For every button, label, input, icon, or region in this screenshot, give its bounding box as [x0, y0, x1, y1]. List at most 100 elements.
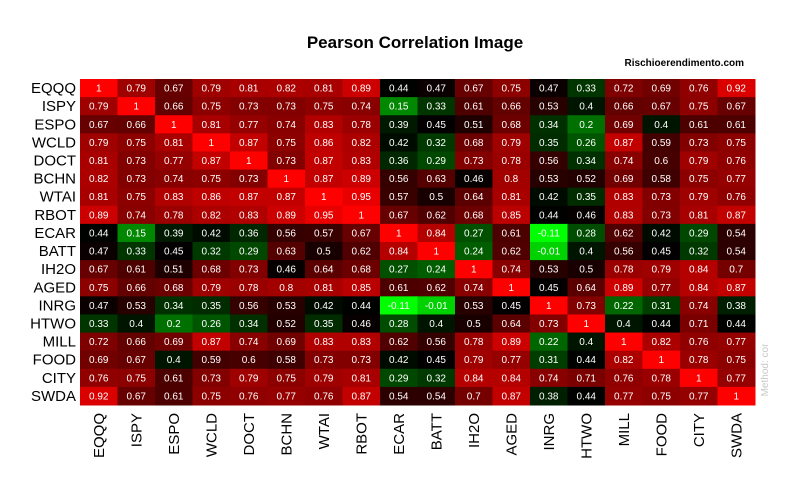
heatmap-cell — [155, 133, 193, 152]
cell-value-label: -0.01 — [537, 247, 560, 258]
cell-value-label: 0.79 — [314, 373, 334, 384]
heatmap-cell — [567, 133, 606, 152]
row-label: FOOD — [33, 352, 76, 369]
heatmap-cell — [567, 115, 606, 134]
cell-value-label: 0.67 — [389, 210, 409, 221]
heatmap-cell — [605, 79, 643, 98]
cell-value-label: 0.73 — [202, 373, 222, 384]
heatmap-cell — [342, 278, 381, 297]
cell-value-label: 0.22 — [539, 337, 559, 348]
cell-value-label: 0.89 — [502, 337, 522, 348]
cell-value-label: 0.84 — [464, 373, 484, 384]
cell-value-label: 0.39 — [164, 228, 184, 239]
heatmap-cell — [80, 97, 118, 116]
heatmap-cell — [305, 350, 343, 370]
heatmap-cell — [305, 169, 343, 189]
heatmap-cell — [530, 97, 568, 116]
cell-value-label: 0.76 — [314, 391, 334, 402]
row-label: RBOT — [34, 207, 76, 224]
cell-value-label: 0.79 — [464, 355, 484, 366]
row-label: SWDA — [31, 388, 76, 405]
cell-value-label: 0.64 — [502, 319, 522, 330]
heatmap-cell — [492, 97, 531, 116]
heatmap-cell — [117, 169, 156, 189]
heatmap-cell — [530, 151, 568, 171]
row-label: ESPO — [34, 116, 76, 133]
cell-value-label: -0.11 — [388, 301, 410, 312]
cell-value-label: 0.92 — [727, 84, 747, 95]
heatmap-cell — [680, 332, 718, 352]
cell-value-label: 0.67 — [89, 120, 109, 131]
heatmap-cell — [530, 278, 568, 297]
heatmap-cell — [80, 115, 118, 134]
heatmap-cell — [492, 278, 531, 297]
cell-value-label: 0.42 — [389, 355, 409, 366]
heatmap-cell — [567, 79, 606, 98]
cell-value-label: 0.82 — [352, 138, 372, 149]
heatmap-cell — [267, 97, 306, 116]
heatmap-cell — [642, 296, 681, 315]
cell-value-label: 0.83 — [614, 210, 634, 221]
cell-value-label: 0.2 — [167, 319, 181, 330]
cell-value-label: 0.87 — [239, 192, 259, 203]
heatmap-cell — [380, 187, 418, 207]
heatmap-cell — [155, 278, 193, 297]
cell-value-label: 0.47 — [89, 301, 109, 312]
cell-value-label: 0.4 — [579, 337, 593, 348]
cell-value-label: 0.83 — [352, 337, 372, 348]
cell-value-label: 0.66 — [502, 102, 522, 113]
cell-value-label: 0.42 — [389, 138, 409, 149]
heatmap-cell — [567, 242, 606, 261]
cell-value-label: 0.33 — [427, 102, 447, 113]
heatmap-cell — [117, 314, 156, 334]
heatmap-cell — [567, 350, 606, 370]
source-label: Rischioerendimento.com — [625, 58, 745, 69]
heatmap-cell — [455, 368, 493, 388]
heatmap-cell — [605, 350, 643, 370]
heatmap-cell — [305, 314, 343, 334]
heatmap-cell — [155, 368, 193, 388]
cell-value-label: 0.53 — [127, 301, 147, 312]
heatmap-cell — [717, 169, 756, 189]
heatmap-cell — [717, 350, 756, 370]
cell-value-label: 0.77 — [239, 120, 259, 131]
heatmap-cell — [342, 314, 381, 334]
cell-value-label: 0.34 — [164, 301, 184, 312]
heatmap-cell — [117, 187, 156, 207]
cell-value-label: 0.52 — [577, 174, 597, 185]
heatmap-cell — [192, 278, 231, 297]
heatmap-cell — [417, 151, 456, 171]
heatmap-cell — [455, 97, 493, 116]
cell-value-label: 0.81 — [89, 156, 109, 167]
heatmap-cell — [230, 296, 268, 315]
cell-value-label: 0.72 — [89, 337, 109, 348]
heatmap-cell — [417, 79, 456, 98]
column-label: BATT — [428, 413, 445, 450]
heatmap-cell — [342, 187, 381, 207]
cell-value-label: 0.28 — [389, 319, 409, 330]
cell-value-label: 0.8 — [279, 283, 293, 294]
heatmap-cell — [605, 386, 643, 406]
cell-value-label: 0.33 — [89, 319, 109, 330]
heatmap-cell — [680, 205, 718, 225]
cell-value-label: 1 — [396, 228, 402, 239]
row-label: WCLD — [32, 134, 76, 151]
heatmap-cell — [80, 79, 118, 98]
heatmap-cell — [342, 332, 381, 352]
heatmap-cell — [192, 223, 231, 243]
cell-value-label: 0.56 — [614, 247, 634, 258]
heatmap-cell — [717, 260, 756, 279]
cell-value-label: 1 — [96, 84, 102, 95]
cell-value-label: 0.79 — [89, 102, 109, 113]
cell-value-label: 0.44 — [727, 319, 747, 330]
cell-value-label: 0.76 — [727, 192, 747, 203]
cell-value-label: 0.75 — [127, 138, 147, 149]
heatmap-cell — [380, 368, 418, 388]
cell-value-label: 0.73 — [277, 156, 297, 167]
heatmap-cell — [530, 187, 568, 207]
heatmap-cell — [155, 296, 193, 315]
cell-value-label: 0.67 — [127, 391, 147, 402]
cell-value-label: 0.87 — [314, 156, 334, 167]
cell-value-label: 0.29 — [389, 373, 409, 384]
